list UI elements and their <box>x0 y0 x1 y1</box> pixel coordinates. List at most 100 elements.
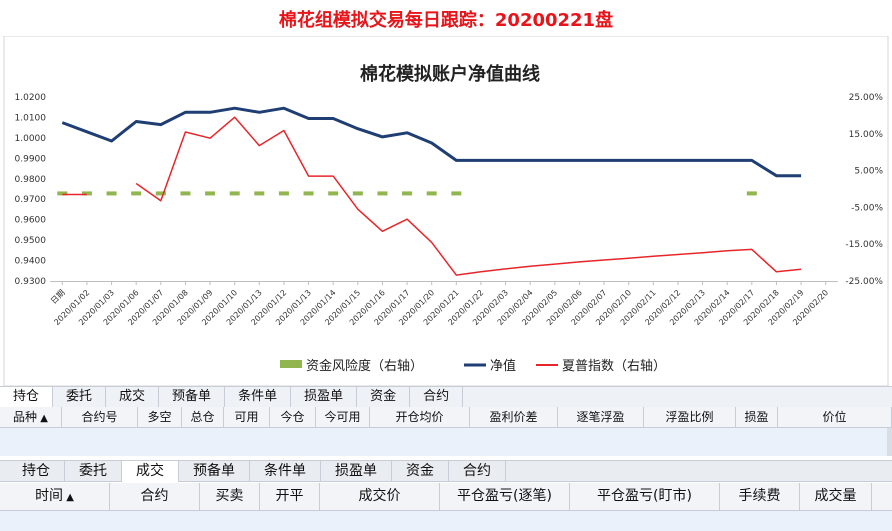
bottom-panel-grid-header: 时间 ▲ 合约 买卖 开平 成交价 平仓盈亏(逐笔) 平仓盈亏(盯市) 手续费 成交量 <box>0 483 892 511</box>
risk-marker <box>352 191 363 196</box>
bottom_panel-column-header-5[interactable]: 平仓盈亏(逐笔) <box>440 483 570 510</box>
risk-marker <box>303 191 314 196</box>
bottom_panel-column-label-4: 成交价 <box>358 488 401 504</box>
top_panel-tab-0[interactable]: 持仓 <box>0 387 54 407</box>
top-panel-scrollbar[interactable] <box>887 428 892 456</box>
top_panel-tab-5[interactable]: 损盈单 <box>291 387 358 407</box>
y-left-tick-label: 1.0200 <box>15 93 47 103</box>
bottom_panel-tab-4[interactable]: 条件单 <box>250 461 321 482</box>
risk-marker <box>746 191 757 196</box>
y-right-tick-label: -15.00% <box>845 240 883 250</box>
y-right-tick-label: -5.00% <box>851 203 883 213</box>
top_panel-tab-6[interactable]: 资金 <box>357 387 411 407</box>
y-right-tick-label: 15.00% <box>849 130 884 140</box>
y-left-tick-label: 0.9900 <box>15 154 47 164</box>
top_panel-column-header-12[interactable]: 价位 <box>778 407 892 427</box>
risk-marker <box>205 191 216 196</box>
chart-title: 棉花模拟账户净值曲线 <box>360 63 540 85</box>
bottom_panel-column-header-4[interactable]: 成交价 <box>320 483 440 510</box>
bottom_panel-tab-7[interactable]: 合约 <box>449 461 506 482</box>
bottom_panel-tab-1[interactable]: 委托 <box>65 461 122 482</box>
bottom_panel-tab-6[interactable]: 资金 <box>392 461 449 482</box>
y-left-tick-label: 0.9700 <box>15 195 47 205</box>
bottom_panel-column-label-7: 手续费 <box>738 488 781 504</box>
risk-marker <box>328 191 339 196</box>
top_panel-column-header-8[interactable]: 盈利价差 <box>470 407 558 427</box>
legend-label: 夏普指数（右轴） <box>562 359 666 374</box>
top_panel-column-header-10[interactable]: 浮盈比例 <box>644 407 736 427</box>
bottom_panel-column-label-8: 成交量 <box>814 488 857 504</box>
top_panel-column-header-4[interactable]: 可用 <box>224 407 270 427</box>
top_panel-column-header-7[interactable]: 开仓均价 <box>370 407 470 427</box>
bottom_panel-column-label-5: 平仓盈亏(逐笔) <box>457 488 552 504</box>
bottom_panel-tab-5[interactable]: 损盈单 <box>321 461 392 482</box>
top_panel-column-label-0: 品种 <box>13 410 38 424</box>
top_panel-column-header-9[interactable]: 逐笔浮盈 <box>558 407 644 427</box>
bottom_panel-column-header-2[interactable]: 买卖 <box>200 483 260 510</box>
top_panel-tab-4[interactable]: 条件单 <box>225 387 292 407</box>
risk-marker <box>229 191 240 196</box>
top_panel-column-label-1: 合约号 <box>81 410 118 424</box>
nav-series-line <box>61 106 802 178</box>
legend-label: 净值 <box>490 358 516 374</box>
chart-frame <box>3 36 889 386</box>
top_panel-column-header-3[interactable]: 总仓 <box>182 407 224 427</box>
bottom_panel-column-label-1: 合约 <box>140 488 169 504</box>
bottom_panel-tab-2[interactable]: 成交 <box>122 461 179 482</box>
y-left-tick-label: 0.9500 <box>15 236 47 246</box>
risk-marker <box>278 191 289 196</box>
top_panel-column-label-2: 多空 <box>147 410 172 424</box>
legend-swatch-risk <box>280 360 302 368</box>
risk-marker <box>451 191 462 196</box>
top_panel-tab-1[interactable]: 委托 <box>53 387 107 407</box>
top_panel-column-label-4: 可用 <box>234 410 259 424</box>
bottom_panel-column-header-7[interactable]: 手续费 <box>720 483 800 510</box>
top_panel-column-header-6[interactable]: 今可用 <box>316 407 370 427</box>
bottom-panel-grid-body[interactable] <box>0 511 892 531</box>
bottom-panel-tabs: 持仓 委托 成交 预备单 条件单 损盈单 资金 合约 <box>0 460 892 482</box>
top_panel-column-label-8: 盈利价差 <box>489 410 538 424</box>
legend-label: 资金风险度（右轴） <box>306 358 423 374</box>
top_panel-column-label-11: 损盈 <box>744 410 769 424</box>
bottom_panel-tab-0[interactable]: 持仓 <box>8 461 65 482</box>
risk-marker <box>131 191 142 196</box>
top_panel-column-header-0[interactable]: 品种 ▲ <box>0 407 62 427</box>
top-panel-grid-body[interactable] <box>0 428 887 456</box>
top_panel-column-header-1[interactable]: 合约号 <box>62 407 138 427</box>
top_panel-tab-7[interactable]: 合约 <box>410 387 464 407</box>
bottom_panel-column-header-8[interactable]: 成交量 <box>800 483 872 510</box>
y-right-tick-label: 25.00% <box>849 93 884 103</box>
bottom_panel-column-header-6[interactable]: 平仓盈亏(盯市) <box>570 483 720 510</box>
top_panel-column-header-5[interactable]: 今仓 <box>270 407 316 427</box>
bottom_panel-column-header-3[interactable]: 开平 <box>260 483 320 510</box>
bottom_panel-column-header-1[interactable]: 合约 <box>110 483 200 510</box>
top-panel-grid-header: 品种 ▲ 合约号 多空 总仓 可用 今仓 今可用 开仓均价 盈利价差 逐笔浮盈 浮盈比例 损盈 价位 <box>0 407 892 428</box>
bottom_panel-column-label-3: 开平 <box>275 488 304 504</box>
y-left-tick-label: 0.9600 <box>15 216 47 226</box>
bottom_panel-tab-3[interactable]: 预备单 <box>179 461 250 482</box>
top_panel-column-label-6: 今可用 <box>324 410 361 424</box>
top_panel-column-label-5: 今仓 <box>280 410 305 424</box>
top_panel-tab-3[interactable]: 预备单 <box>159 387 226 407</box>
top_panel-column-label-10: 浮盈比例 <box>665 410 714 424</box>
sort-ascending-icon: ▲ <box>37 413 48 424</box>
risk-marker <box>426 191 437 196</box>
top_panel-tab-2[interactable]: 成交 <box>106 387 160 407</box>
sort-ascending-icon: ▲ <box>63 492 74 503</box>
y-left-tick-label: 0.9300 <box>15 277 47 287</box>
risk-marker <box>377 191 388 196</box>
y-left-tick-label: 1.0000 <box>15 134 47 144</box>
nav-chart-svg: 棉花模拟账户净值曲线 1.0200 1.0100 1.0000 0.9900 0.9800… <box>3 36 889 386</box>
y-left-tick-label: 1.0100 <box>15 113 47 123</box>
risk-marker <box>402 191 413 196</box>
top_panel-column-header-2[interactable]: 多空 <box>138 407 182 427</box>
bottom_panel-column-header-0[interactable]: 时间 ▲ <box>0 483 110 510</box>
risk-marker <box>106 191 117 196</box>
top_panel-column-header-11[interactable]: 损盈 <box>736 407 778 427</box>
bottom_panel-column-label-0: 时间 <box>35 488 64 504</box>
bottom_panel-column-label-6: 平仓盈亏(盯市) <box>597 488 692 504</box>
risk-marker <box>81 191 92 196</box>
top_panel-column-label-3: 总仓 <box>190 410 215 424</box>
top-panel-tabs: 持仓 委托 成交 预备单 条件单 损盈单 资金 合约 <box>0 386 892 408</box>
risk-marker <box>155 191 166 196</box>
